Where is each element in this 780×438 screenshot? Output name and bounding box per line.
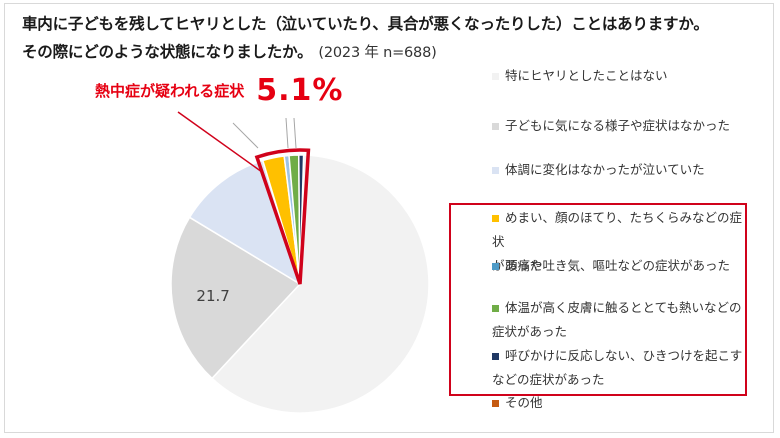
pie-slice xyxy=(297,154,305,285)
data-label-leader xyxy=(293,117,297,149)
callout-label: 熱中症が疑われる症状 xyxy=(95,82,245,100)
legend-label: 体調に変化はなかったが泣いていた xyxy=(505,162,705,177)
data-label: 21.7 xyxy=(196,287,229,305)
legend-swatch xyxy=(492,305,499,312)
legend-swatch xyxy=(492,123,499,130)
legend-label: めまい、顔のほてり、たちくらみなどの症状 xyxy=(492,210,743,249)
legend-label-cont: などの症状があった xyxy=(492,372,605,387)
legend-swatch xyxy=(492,167,499,174)
legend-label-cont: 症状があった xyxy=(492,324,568,339)
chart-title-line1: 車内に子どもを残してヒヤリとした（泣いていたり、具合が悪くなったりした）ことはあ… xyxy=(22,15,709,33)
data-label-leader xyxy=(232,122,259,149)
callout: 熱中症が疑われる症状 5.1% xyxy=(95,73,343,108)
legend-swatch xyxy=(492,263,499,270)
legend-label: 頭痛や吐き気、嘔吐などの症状があった xyxy=(505,258,731,273)
legend-label: 呼びかけに反応しない、ひきつけを起こす xyxy=(505,348,743,363)
legend-label-cont: があった xyxy=(492,258,543,273)
legend-item: めまい、顔のほてり、たちくらみなどの症状があった xyxy=(492,206,752,278)
legend-label: 体温が高く皮膚に触るととても熱いなどの xyxy=(505,300,742,315)
callout-value: 5.1% xyxy=(256,73,344,108)
highlight-box xyxy=(449,203,747,396)
legend-label: 子どもに気になる様子や症状はなかった xyxy=(505,118,731,133)
legend-item: 体調に変化はなかったが泣いていた xyxy=(492,158,752,182)
legend-item: 体温が高く皮膚に触るととても熱いなどの症状があった xyxy=(492,296,752,344)
legend-swatch xyxy=(492,400,499,407)
pie-slice xyxy=(170,216,302,380)
chart-subtitle: (2023 年 n=688) xyxy=(318,45,437,61)
pie-slice xyxy=(210,154,430,414)
callout-leader-line xyxy=(177,111,263,173)
legend-item: 子どもに気になる様子や症状はなかった xyxy=(492,114,752,138)
legend-item: 特にヒヤリとしたことはない xyxy=(492,64,752,88)
chart-title-line2-text: その際にどのような状態になりましたか。 xyxy=(22,43,313,61)
legend-swatch xyxy=(492,73,499,80)
legend-label: 特にヒヤリとしたことはない xyxy=(505,68,668,83)
legend-item: 呼びかけに反応しない、ひきつけを起こすなどの症状があった xyxy=(492,344,752,392)
legend-item: その他 xyxy=(492,391,752,415)
chart-title-line2: その際にどのような状態になりましたか。 (2023 年 n=688) xyxy=(22,40,437,62)
legend-item: 頭痛や吐き気、嘔吐などの症状があった xyxy=(492,254,752,278)
legend-swatch xyxy=(492,353,499,360)
legend-swatch xyxy=(492,215,499,222)
data-label-leader xyxy=(285,117,289,149)
highlight-outline xyxy=(254,148,311,285)
legend-label: その他 xyxy=(505,395,543,410)
